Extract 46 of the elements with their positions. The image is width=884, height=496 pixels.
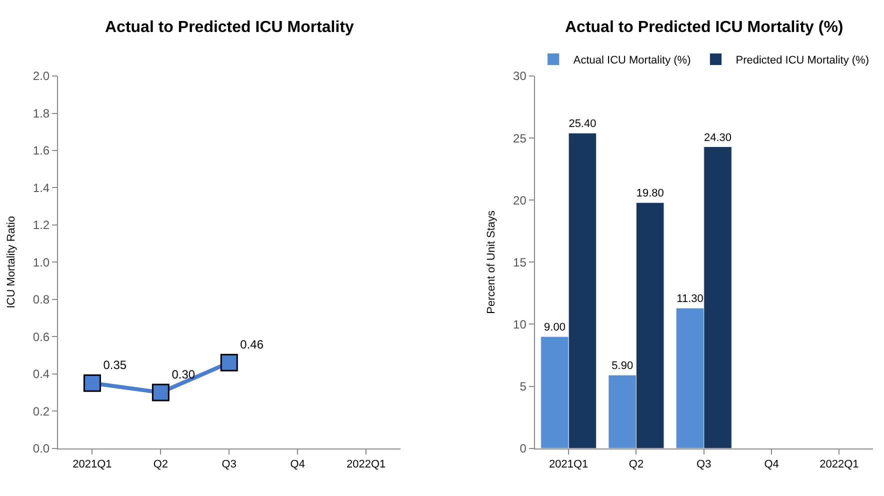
x-tick-label: 2022Q1 bbox=[346, 458, 386, 470]
chart-title: Actual to Predicted ICU Mortality (%) bbox=[565, 19, 844, 36]
y-tick-label: 20 bbox=[513, 193, 527, 208]
point bbox=[152, 384, 170, 402]
y-tick-label: 0.8 bbox=[32, 292, 50, 307]
x-tick-label: Q3 bbox=[696, 458, 712, 470]
y-tick-label: 1.6 bbox=[32, 144, 50, 158]
y-tick-label: 1.0 bbox=[32, 255, 50, 270]
y-tick-label: 1.8 bbox=[32, 106, 50, 120]
legend-label: Actual ICU Mortality (%) bbox=[573, 54, 691, 67]
y-axis-title: Percent of Unit Stays bbox=[486, 210, 498, 314]
y-tick-label: 0.4 bbox=[32, 367, 50, 382]
data-label: 25.40 bbox=[568, 118, 596, 130]
y-tick-label: 1.4 bbox=[32, 180, 50, 195]
y-tick-label: 15 bbox=[513, 255, 527, 270]
y-tick-label: 0.6 bbox=[32, 330, 50, 344]
x-tick-label: 2022Q1 bbox=[820, 458, 859, 470]
chart-title: Actual to Predicted ICU Mortality bbox=[105, 19, 354, 36]
x-tick-label: Q2 bbox=[153, 458, 168, 470]
x-tick-label: Q4 bbox=[290, 458, 305, 470]
data-label: 5.90 bbox=[612, 360, 634, 372]
y-tick-label: 0.2 bbox=[32, 404, 50, 418]
data-label: 24.30 bbox=[704, 132, 732, 144]
data-label: 11.30 bbox=[676, 293, 704, 306]
data-label: 0.30 bbox=[172, 367, 196, 382]
data-label: 19.80 bbox=[636, 188, 664, 200]
y-tick-label: 2.0 bbox=[32, 69, 50, 84]
y-tick-label: 30 bbox=[513, 69, 527, 84]
point bbox=[220, 354, 238, 372]
data-label: 0.35 bbox=[103, 358, 127, 372]
y-tick-label: 1.2 bbox=[32, 218, 50, 232]
y-tick-label: 5 bbox=[520, 379, 527, 394]
point bbox=[83, 374, 101, 392]
data-label: 0.46 bbox=[240, 338, 264, 352]
y-tick-label: 25 bbox=[513, 131, 527, 146]
y-axis-title: ICU Mortality Ratio bbox=[6, 216, 18, 308]
x-tick-label: 2021Q1 bbox=[72, 458, 112, 470]
x-tick-label: 2021Q1 bbox=[549, 458, 588, 470]
y-tick-label: 10 bbox=[513, 317, 527, 332]
y-tick-label: 0 bbox=[520, 442, 527, 456]
data-label: 9.00 bbox=[544, 322, 566, 334]
x-tick-label: Q4 bbox=[764, 458, 779, 470]
x-tick-label: Q2 bbox=[628, 458, 644, 470]
y-tick-label: 0.0 bbox=[32, 442, 50, 456]
x-tick-label: Q3 bbox=[222, 458, 236, 470]
legend-label: Predicted ICU Mortality (%) bbox=[736, 54, 870, 67]
